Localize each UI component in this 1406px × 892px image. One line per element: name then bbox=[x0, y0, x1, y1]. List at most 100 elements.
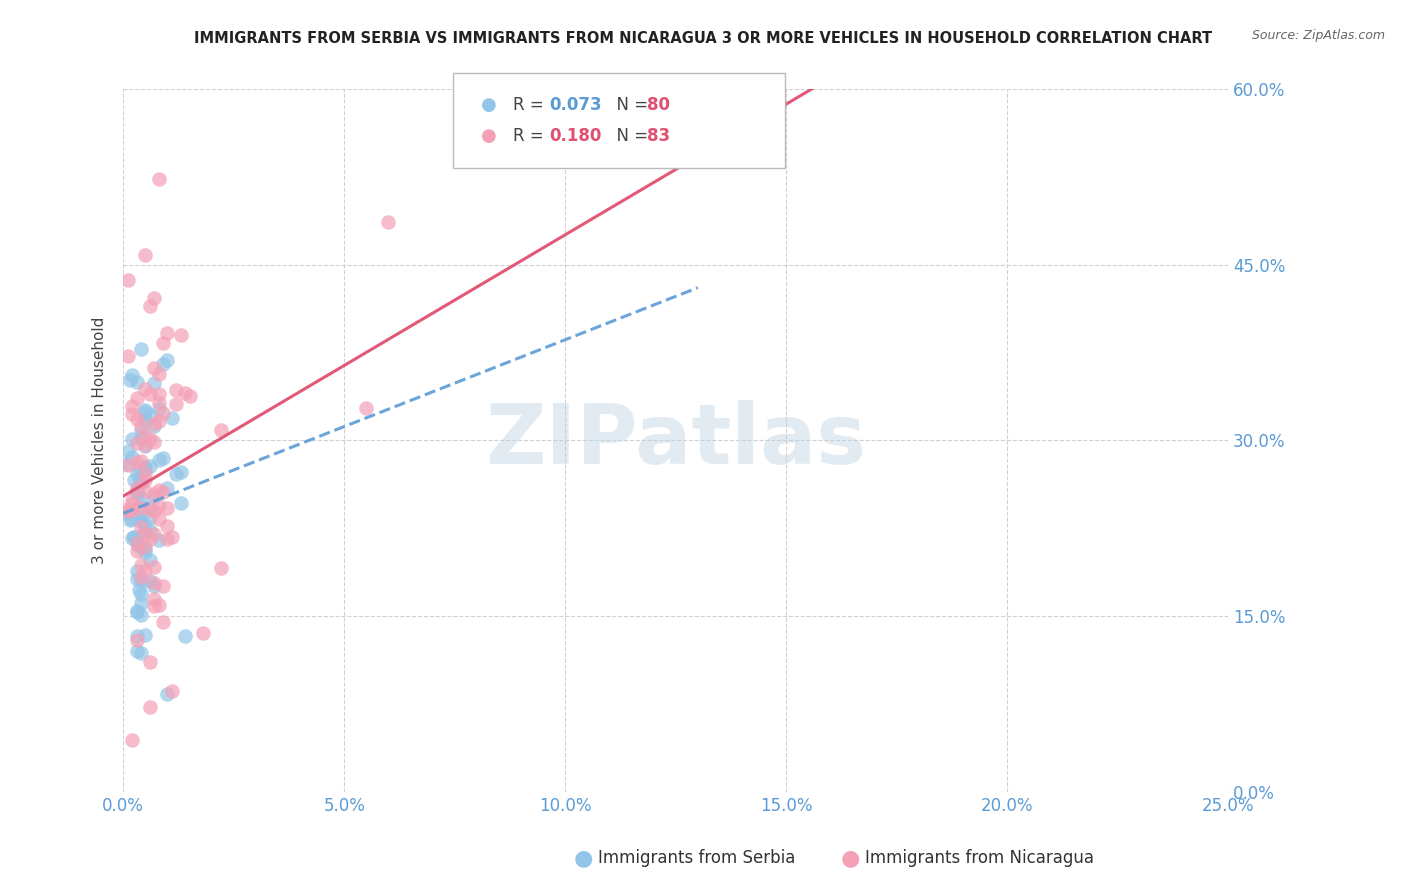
Text: N =: N = bbox=[606, 128, 654, 145]
Text: Immigrants from Serbia: Immigrants from Serbia bbox=[598, 849, 794, 867]
Point bbox=[148, 414, 170, 428]
Point bbox=[129, 570, 152, 584]
Point bbox=[134, 413, 156, 427]
Point bbox=[129, 491, 152, 505]
Point bbox=[209, 423, 232, 437]
Point bbox=[152, 357, 174, 371]
Point bbox=[129, 473, 152, 487]
Point bbox=[156, 518, 179, 533]
Point bbox=[148, 499, 170, 513]
Point bbox=[117, 502, 139, 516]
Point bbox=[134, 527, 156, 541]
Point bbox=[125, 509, 148, 524]
Point bbox=[156, 500, 179, 515]
Point bbox=[117, 504, 139, 518]
Point bbox=[148, 172, 170, 186]
Point bbox=[143, 291, 166, 305]
Point bbox=[118, 373, 141, 387]
Point bbox=[143, 487, 166, 501]
Point bbox=[129, 574, 152, 588]
Point bbox=[152, 484, 174, 499]
Point bbox=[117, 349, 139, 363]
Point bbox=[160, 410, 183, 425]
Text: R =: R = bbox=[513, 96, 550, 114]
Point bbox=[125, 644, 148, 658]
Point bbox=[156, 532, 179, 546]
Point bbox=[148, 483, 170, 498]
Point bbox=[129, 431, 152, 445]
Point bbox=[139, 655, 162, 669]
Point bbox=[134, 545, 156, 559]
Point bbox=[134, 474, 156, 488]
Point bbox=[139, 459, 162, 474]
Point bbox=[139, 532, 162, 546]
Point bbox=[124, 473, 146, 487]
Point bbox=[139, 510, 162, 524]
Point bbox=[121, 432, 143, 446]
Point bbox=[125, 455, 148, 469]
Point bbox=[156, 326, 179, 340]
Point bbox=[125, 535, 148, 549]
Point bbox=[117, 458, 139, 472]
Point bbox=[118, 513, 141, 527]
Point bbox=[121, 407, 143, 421]
Point bbox=[125, 573, 148, 587]
Text: ●: ● bbox=[481, 96, 498, 114]
Point bbox=[121, 492, 143, 507]
Point bbox=[129, 607, 152, 622]
Point bbox=[125, 411, 148, 425]
Point bbox=[134, 539, 156, 553]
Point bbox=[117, 273, 139, 287]
Point bbox=[134, 462, 156, 476]
Point bbox=[134, 518, 156, 533]
Point bbox=[121, 503, 143, 517]
Point bbox=[191, 626, 214, 640]
Point bbox=[125, 564, 148, 578]
Point bbox=[128, 582, 150, 597]
Point bbox=[143, 490, 166, 504]
Point bbox=[148, 598, 170, 612]
Point bbox=[129, 499, 152, 513]
Point bbox=[124, 530, 146, 544]
Point bbox=[165, 467, 187, 482]
Y-axis label: 3 or more Vehicles in Household: 3 or more Vehicles in Household bbox=[93, 317, 107, 564]
Point bbox=[134, 467, 156, 481]
Point bbox=[134, 382, 156, 396]
Point bbox=[152, 579, 174, 593]
Point bbox=[125, 633, 148, 648]
Text: Immigrants from Nicaragua: Immigrants from Nicaragua bbox=[865, 849, 1094, 867]
Point bbox=[125, 536, 148, 550]
Point bbox=[143, 526, 166, 541]
Point bbox=[129, 500, 152, 515]
Point bbox=[134, 403, 156, 417]
Point bbox=[143, 361, 166, 376]
Point bbox=[139, 500, 162, 515]
Point bbox=[125, 535, 148, 549]
Point bbox=[129, 454, 152, 468]
Point bbox=[143, 576, 166, 591]
Point bbox=[134, 439, 156, 453]
Point bbox=[134, 248, 156, 262]
Point bbox=[377, 215, 399, 229]
Point bbox=[143, 560, 166, 574]
Point bbox=[129, 596, 152, 610]
Point bbox=[148, 401, 170, 416]
Point bbox=[129, 538, 152, 552]
Point bbox=[134, 628, 156, 642]
Point bbox=[134, 405, 156, 419]
Point bbox=[143, 599, 166, 614]
Text: 0.073: 0.073 bbox=[550, 96, 602, 114]
Point bbox=[209, 561, 232, 575]
Point bbox=[139, 700, 162, 714]
Point bbox=[129, 513, 152, 527]
Point bbox=[125, 435, 148, 450]
Text: ●: ● bbox=[841, 848, 860, 868]
Point bbox=[129, 514, 152, 528]
Point bbox=[174, 629, 197, 643]
Point bbox=[125, 604, 148, 618]
Point bbox=[356, 401, 378, 415]
Point bbox=[121, 531, 143, 545]
Point bbox=[134, 524, 156, 539]
Point bbox=[125, 375, 148, 389]
Text: N =: N = bbox=[606, 96, 654, 114]
